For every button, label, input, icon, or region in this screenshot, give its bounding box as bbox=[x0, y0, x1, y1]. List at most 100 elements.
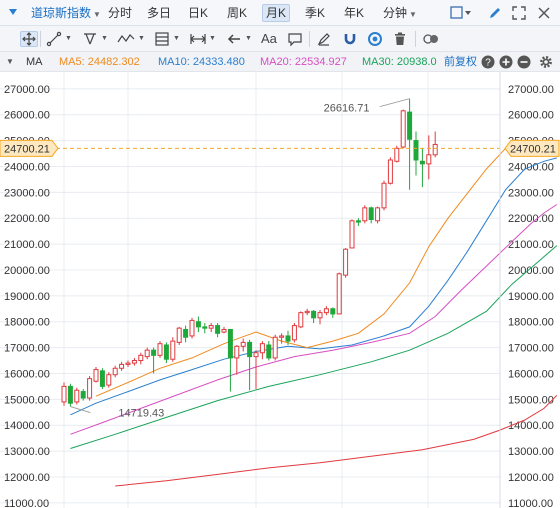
y-tick-label-left: 20000.00 bbox=[4, 265, 50, 277]
indicator-name[interactable]: MA bbox=[26, 56, 43, 68]
magnet-icon[interactable] bbox=[342, 31, 358, 47]
candle-up bbox=[304, 310, 310, 314]
drawing-toolbar: ▼ ▼ ▼ ▼ ▼ ▼ Aa bbox=[0, 26, 560, 52]
candle-up bbox=[234, 345, 240, 359]
y-tick-label-right: 23000.00 bbox=[508, 187, 554, 199]
candle-down bbox=[151, 349, 157, 356]
y-tick-label-right: 17000.00 bbox=[508, 343, 554, 355]
tab-minute[interactable]: 分钟 ▼ bbox=[383, 6, 417, 20]
tab-yearly-k[interactable]: 年K bbox=[344, 6, 365, 20]
candle-down bbox=[247, 341, 253, 358]
tab-weekly-k[interactable]: 周K bbox=[227, 6, 248, 20]
y-tick-label-right: 18000.00 bbox=[508, 317, 554, 329]
candle-up bbox=[343, 248, 349, 276]
pen-icon[interactable] bbox=[487, 5, 503, 21]
collapse-arrow-icon[interactable] bbox=[5, 5, 21, 21]
crosshair-icon[interactable] bbox=[20, 31, 38, 47]
candle-up bbox=[125, 362, 131, 365]
text-tool-icon[interactable]: Aa bbox=[261, 31, 277, 46]
candle-up bbox=[240, 341, 246, 347]
help-icon[interactable]: ? bbox=[481, 55, 495, 69]
tab-multi-day[interactable]: 多日 bbox=[147, 6, 172, 20]
close-icon[interactable] bbox=[536, 5, 552, 21]
y-tick-label-right: 11000.00 bbox=[508, 498, 553, 508]
ma10-line bbox=[70, 157, 557, 416]
ma5-line bbox=[95, 146, 557, 397]
candle-up bbox=[221, 328, 227, 333]
visibility-icon[interactable] bbox=[367, 31, 383, 47]
settings-gear-icon[interactable] bbox=[539, 55, 553, 69]
candle-up bbox=[144, 349, 150, 358]
tab-daily-k[interactable]: 日K bbox=[188, 6, 209, 20]
y-tick-label-right: 16000.00 bbox=[508, 368, 554, 380]
candle-up bbox=[362, 207, 368, 222]
y-tick-label-right: 19000.00 bbox=[508, 291, 554, 303]
y-tick-label-right: 21000.00 bbox=[508, 239, 554, 251]
chart-type-icon[interactable] bbox=[450, 5, 471, 21]
current-price-label-left: 24700.21 bbox=[4, 143, 50, 155]
toggle-drawings-icon[interactable] bbox=[422, 31, 440, 47]
candle-up bbox=[119, 363, 125, 369]
tab-intraday[interactable]: 分时 bbox=[108, 6, 133, 20]
y-tick-label-right: 20000.00 bbox=[508, 265, 554, 277]
y-tick-label-right: 24000.00 bbox=[508, 161, 554, 173]
trend-line-icon[interactable] bbox=[46, 31, 62, 47]
current-price-tag-right bbox=[504, 139, 560, 157]
candle-down bbox=[227, 328, 233, 359]
candle-down bbox=[67, 385, 73, 404]
candle-up bbox=[74, 389, 80, 403]
fullscreen-icon[interactable] bbox=[511, 5, 527, 21]
candle-up bbox=[387, 159, 393, 184]
ma-long-line bbox=[115, 395, 558, 487]
candle-up bbox=[61, 385, 67, 403]
ma20-line bbox=[70, 204, 558, 435]
ma30-value: MA30: 20938.0 bbox=[362, 56, 437, 68]
ma-collapse-icon[interactable]: ▼ bbox=[6, 57, 14, 66]
tab-monthly-k[interactable]: 月K bbox=[262, 4, 291, 22]
top-bar: 道琼斯指数 ▼ 分时 多日 日K 周K 月K 季K 年K 分钟 ▼ bbox=[0, 0, 560, 26]
eraser-pen-icon[interactable] bbox=[316, 31, 332, 47]
y-tick-label-left: 19000.00 bbox=[4, 291, 50, 303]
candle-down bbox=[355, 220, 361, 223]
ma30-line bbox=[70, 245, 558, 449]
candle-up bbox=[87, 378, 93, 399]
y-tick-label-right: 13000.00 bbox=[508, 446, 554, 458]
candle-up bbox=[291, 325, 297, 341]
ma20-value: MA20: 22534.927 bbox=[260, 56, 347, 68]
y-tick-label-left: 12000.00 bbox=[4, 472, 50, 484]
zoom-out-icon[interactable] bbox=[517, 55, 531, 69]
candle-up bbox=[93, 369, 99, 382]
candle-down bbox=[183, 328, 189, 338]
y-tick-label-left: 13000.00 bbox=[4, 446, 50, 458]
fibonacci-icon[interactable] bbox=[154, 31, 170, 47]
high-annotation-leader bbox=[379, 98, 410, 108]
adjust-mode-button[interactable]: 前复权 bbox=[444, 56, 477, 68]
y-tick-label-left: 23000.00 bbox=[4, 187, 50, 199]
candle-up bbox=[189, 319, 195, 337]
candle-up bbox=[432, 143, 438, 156]
candle-down bbox=[99, 370, 105, 387]
candlestick-chart[interactable]: 27000.0027000.0026000.0026000.0025000.00… bbox=[0, 72, 560, 508]
trash-icon[interactable] bbox=[392, 31, 408, 47]
candle-up bbox=[349, 220, 355, 249]
zoom-in-icon[interactable] bbox=[499, 55, 513, 69]
channel-tool-icon[interactable] bbox=[82, 31, 98, 47]
candle-down bbox=[368, 207, 374, 220]
candle-down bbox=[407, 111, 413, 140]
tab-quarterly-k[interactable]: 季K bbox=[305, 6, 326, 20]
candle-up bbox=[131, 360, 137, 364]
low-annotation: 14719.43 bbox=[118, 408, 164, 420]
candle-up bbox=[336, 273, 342, 315]
y-tick-label-right: 27000.00 bbox=[508, 84, 554, 96]
candle-down bbox=[311, 310, 317, 319]
high-annotation: 26616.71 bbox=[324, 103, 370, 115]
candle-up bbox=[317, 312, 323, 319]
tab-index-name[interactable]: 道琼斯指数 ▼ bbox=[31, 6, 101, 20]
arrow-left-icon[interactable] bbox=[226, 31, 242, 47]
y-tick-label-left: 26000.00 bbox=[4, 110, 50, 122]
wave-tool-icon[interactable] bbox=[117, 31, 135, 47]
comment-icon[interactable] bbox=[287, 31, 303, 47]
low-annotation-leader bbox=[70, 406, 91, 413]
range-measure-icon[interactable] bbox=[189, 31, 207, 47]
y-tick-label-right: 26000.00 bbox=[508, 110, 554, 122]
